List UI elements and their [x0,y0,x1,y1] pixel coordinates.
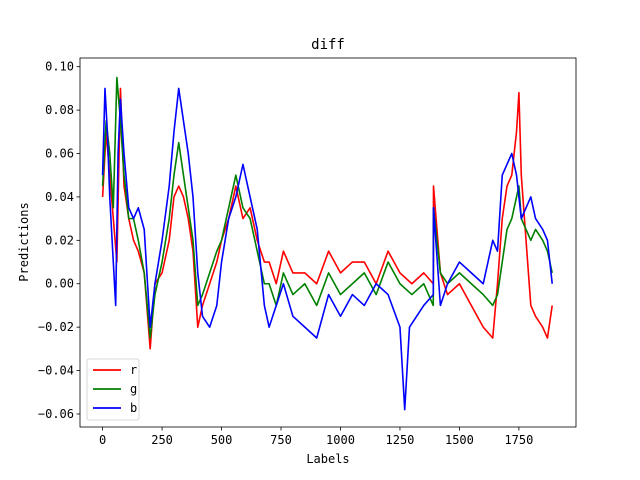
x-axis-ticks: 0 250 500 750 1000 1250 1500 1750 [99,427,533,447]
x-tick-label: 1250 [386,433,415,447]
x-tick-label: 1500 [445,433,474,447]
y-tick-label: 0.10 [45,60,74,74]
series-layer [101,76,554,411]
y-tick-label: 0.04 [45,190,74,204]
y-tick-label: 0.00 [45,277,74,291]
legend-label-r: r [130,363,137,377]
y-tick-label: 0.02 [45,233,74,247]
y-tick-label: −0.02 [38,320,74,334]
y-axis-ticks: −0.06 −0.04 −0.02 0.00 0.02 0.04 0.06 0.08 0.10 [38,60,80,421]
x-tick-label: 250 [151,433,173,447]
y-tick-label: 0.08 [45,103,74,117]
series-line-r [101,87,554,350]
series-line-b [101,87,554,411]
x-tick-label: 750 [270,433,292,447]
y-tick-label: 0.06 [45,147,74,161]
x-tick-label: 0 [99,433,106,447]
x-tick-label: 500 [211,433,233,447]
y-tick-label: −0.04 [38,364,74,378]
plot-area: 0 250 500 750 1000 1250 1500 1750 −0.06−0.04−0.… [38,57,577,447]
x-tick-label: 1750 [504,433,533,447]
plot-frame [79,57,577,428]
legend-label-b: b [130,401,137,415]
legend-label-g: g [130,382,137,396]
y-tick-label: −0.06 [38,407,74,421]
x-tick-label: 1000 [326,433,355,447]
y-axis-title: Predictions [17,202,31,281]
x-axis-title: Labels [306,452,349,466]
series-line-g [101,76,553,339]
chart-title: diff [311,37,345,53]
legend: r g b [86,358,140,421]
